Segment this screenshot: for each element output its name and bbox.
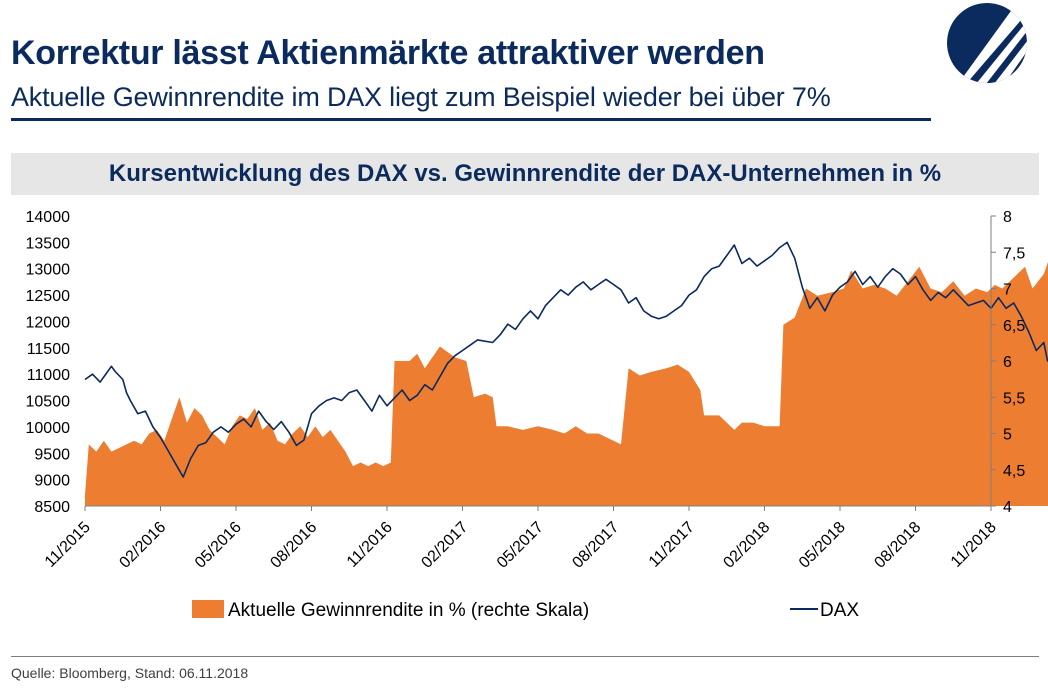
left-y-tick-label: 12000 [26, 314, 71, 331]
page-title: Korrektur lässt Aktienmärkte attraktiver… [11, 34, 765, 72]
right-y-tick-label: 6 [1003, 354, 1012, 371]
x-tick-label: 08/2018 [871, 519, 924, 572]
x-tick-label: 05/2018 [796, 519, 849, 572]
left-y-tick-label: 13000 [26, 262, 71, 279]
x-tick-label: 05/2017 [494, 519, 547, 572]
right-y-tick-label: 7,5 [1003, 245, 1025, 262]
x-tick-label: 11/2016 [344, 519, 396, 571]
x-tick-label: 11/2017 [646, 519, 698, 571]
x-tick-label: 11/2018 [948, 519, 1000, 571]
page-subtitle: Aktuelle Gewinnrendite im DAX liegt zum … [11, 82, 831, 112]
x-tick-label: 02/2018 [720, 519, 773, 572]
chart-title-bar: Kursentwicklung des DAX vs. Gewinnrendit… [11, 153, 1039, 195]
footer-divider [11, 656, 1039, 657]
right-y-tick-label: 4 [1003, 499, 1012, 516]
right-y-tick-label: 4,5 [1003, 463, 1025, 480]
left-y-tick-label: 14000 [26, 209, 71, 226]
earnings-yield-area [85, 262, 1048, 506]
chart-title: Kursentwicklung des DAX vs. Gewinnrendit… [108, 160, 942, 187]
right-y-tick-label: 5,5 [1003, 390, 1025, 407]
x-tick-label: 08/2016 [267, 519, 320, 572]
legend-label-earnings-yield: Aktuelle Gewinnrendite in % (rechte Skal… [228, 600, 589, 621]
left-y-tick-label: 10000 [26, 420, 71, 437]
legend-label-dax: DAX [820, 600, 859, 621]
legend-swatch-earnings-yield [192, 600, 224, 618]
x-tick-label: 02/2017 [418, 519, 471, 572]
company-logo-icon [947, 3, 1027, 83]
left-y-tick-label: 8500 [34, 499, 70, 516]
right-y-tick-label: 8 [1003, 209, 1012, 226]
left-y-tick-label: 11500 [27, 341, 70, 358]
left-y-tick-label: 11000 [27, 367, 70, 384]
x-tick-label: 02/2016 [116, 519, 169, 572]
left-y-tick-label: 9500 [34, 446, 70, 463]
dax-line [84, 241, 1048, 478]
left-y-tick-label: 10500 [26, 394, 71, 411]
x-tick-label: 08/2017 [569, 519, 622, 572]
right-y-tick-label: 5 [1003, 427, 1012, 444]
x-tick-label: 11/2015 [42, 519, 94, 571]
left-y-tick-label: 13500 [26, 235, 71, 252]
header-divider [11, 118, 931, 121]
right-y-tick-label: 6,5 [1003, 318, 1025, 335]
source-note: Quelle: Bloomberg, Stand: 06.11.2018 [11, 665, 249, 681]
x-tick-label: 05/2016 [192, 519, 245, 572]
right-y-tick-label: 7 [1003, 282, 1012, 299]
left-y-tick-label: 12500 [26, 288, 71, 305]
left-y-tick-label: 9000 [34, 473, 70, 490]
